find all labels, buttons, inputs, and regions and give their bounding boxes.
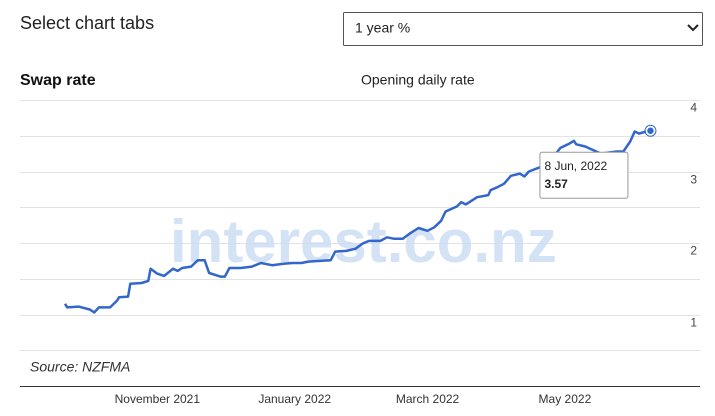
select-box[interactable] xyxy=(343,12,703,46)
chart-select[interactable]: 1 year % xyxy=(343,12,703,46)
tooltip-box xyxy=(539,151,629,199)
x-tick-label: May 2022 xyxy=(539,392,592,406)
chart-title: Swap rate xyxy=(20,72,96,89)
page-title: Select chart tabs xyxy=(20,13,154,33)
select-arrow[interactable] xyxy=(687,24,699,32)
y-tick-label: 3 xyxy=(690,173,697,187)
tooltip-value: 3.57 xyxy=(544,177,568,191)
y-tick-label: 2 xyxy=(690,244,697,258)
hover-ring xyxy=(644,124,657,137)
chart-subtitle: Opening daily rate xyxy=(361,72,475,88)
grid xyxy=(20,100,700,351)
x-tick-label: January 2022 xyxy=(258,392,331,406)
watermark: interest.co.nz xyxy=(170,208,557,275)
y-tick-label: 4 xyxy=(690,101,697,115)
y-tick-label: 1 xyxy=(690,316,697,330)
tooltip-date: 8 Jun, 2022 xyxy=(544,159,607,173)
source: Source: NZFMA xyxy=(30,359,130,375)
select-value[interactable]: 1 year % xyxy=(355,20,410,36)
x-tick-label: November 2021 xyxy=(115,392,201,406)
hover-marker xyxy=(645,125,656,136)
x-tick-label: March 2022 xyxy=(396,392,460,406)
